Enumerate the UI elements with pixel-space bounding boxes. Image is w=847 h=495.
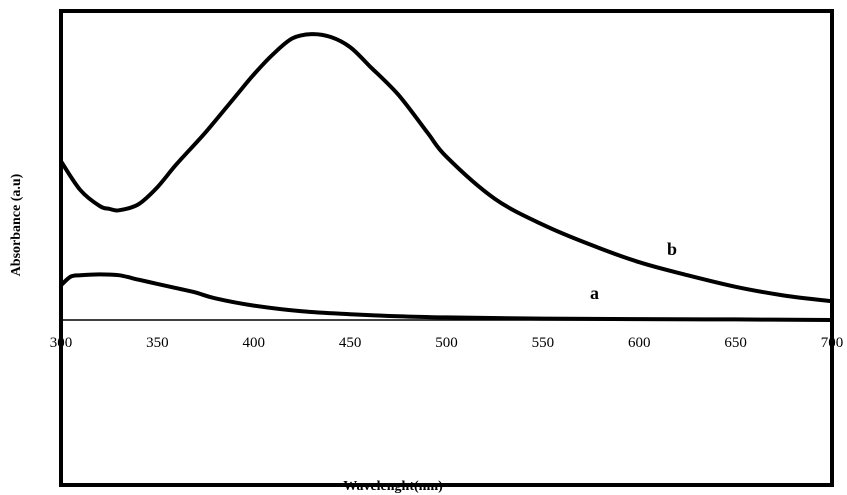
series-label-b: b: [667, 239, 677, 259]
x-tick-label: 400: [243, 335, 266, 351]
x-tick-label: 300: [50, 335, 73, 351]
x-tick-label: 350: [146, 335, 169, 351]
x-tick-label: 550: [532, 335, 555, 351]
series-label-a: a: [590, 283, 599, 303]
x-tick-label: 600: [628, 335, 651, 351]
x-tick-label: 450: [339, 335, 362, 351]
series-line-b: [59, 32, 833, 304]
x-tick-group: 300 350 400 450 500 550 600 650 700: [50, 335, 844, 351]
y-axis-title: Absorbance (a.u): [9, 173, 24, 276]
series-line-a: [59, 272, 833, 322]
x-tick-label: 650: [724, 335, 747, 351]
chart-frame: [59, 9, 834, 487]
series-group: [59, 32, 833, 322]
x-tick-label: 500: [435, 335, 458, 351]
x-axis-title: Wavelenght(nm): [343, 479, 443, 494]
x-tick-label: 700: [821, 335, 844, 351]
